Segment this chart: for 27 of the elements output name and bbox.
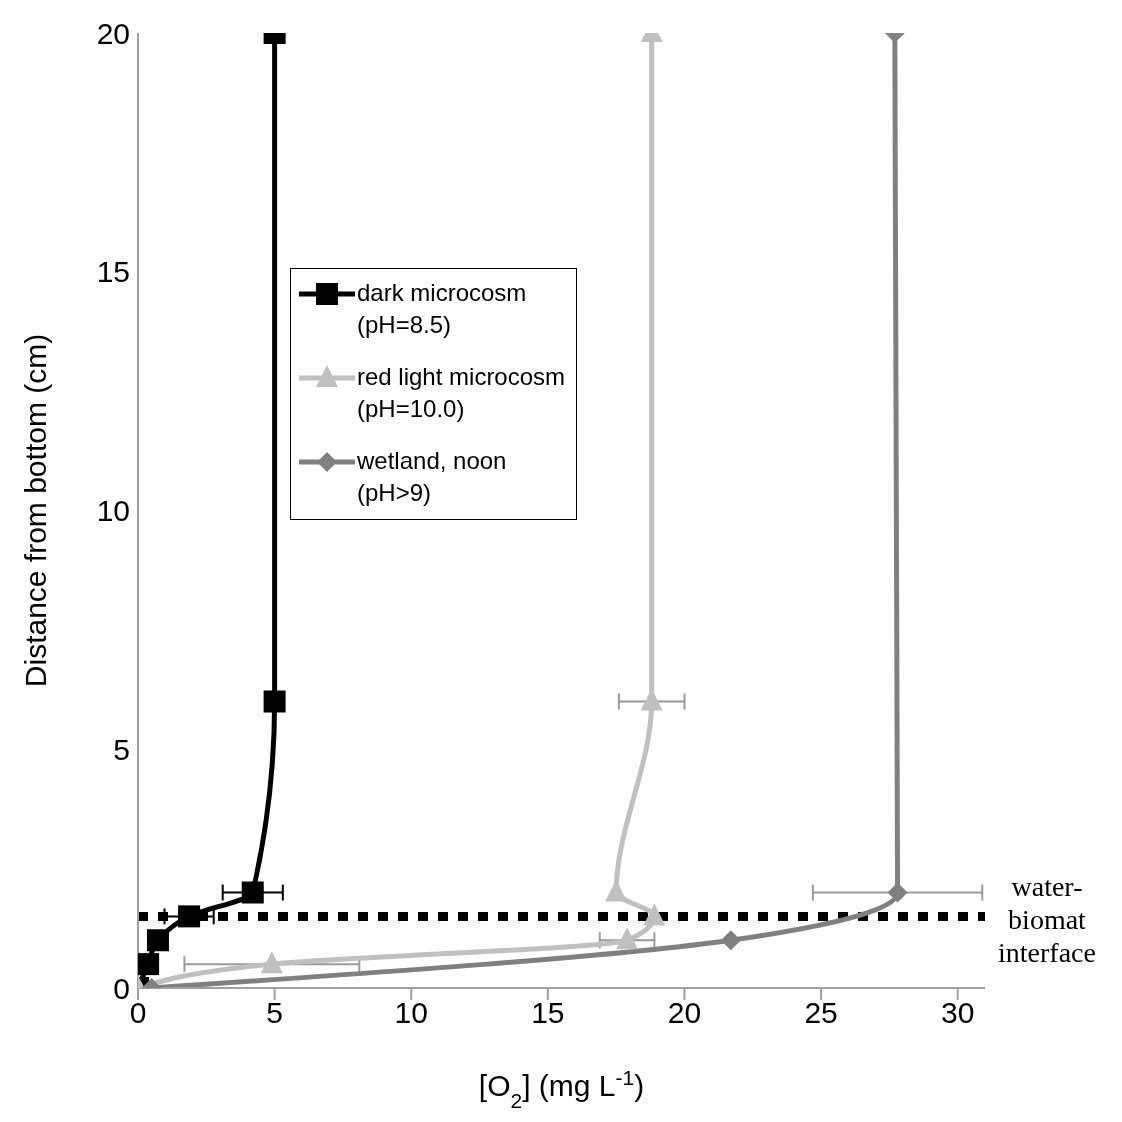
x-axis-title: [O$_{2}$] (mg L$^{-1}$) — [478, 1065, 645, 1112]
point — [643, 903, 666, 926]
x-tick-label: 25 — [804, 996, 838, 1030]
point — [138, 953, 160, 976]
point — [260, 951, 283, 974]
legend-label: dark microcosm (pH=8.5) — [357, 278, 527, 340]
x-tick-label: 20 — [667, 996, 702, 1030]
point — [263, 690, 286, 713]
point — [146, 929, 169, 952]
point — [616, 927, 639, 950]
x-tick-label: 5 — [266, 996, 283, 1030]
y-tick-label: 0 — [113, 971, 130, 1005]
point — [720, 930, 741, 951]
ref-line-label: water-biomat interface — [998, 871, 1096, 969]
y-axis-title: Distance from bottom (cm) — [19, 333, 52, 688]
x-tick-label: 10 — [394, 996, 428, 1030]
y-tick-label: 10 — [96, 494, 130, 528]
legend-label: red light microcosm (pH=10.0) — [357, 362, 566, 424]
point — [178, 905, 201, 928]
x-tick-label: 15 — [531, 996, 565, 1030]
y-tick-label: 15 — [96, 255, 130, 289]
y-tick-label: 20 — [96, 16, 130, 50]
legend-label: wetland, noon (pH>9) — [357, 446, 507, 508]
x-tick-label: 30 — [940, 996, 975, 1030]
point — [887, 882, 908, 903]
point — [241, 881, 264, 904]
y-tick-label: 5 — [113, 732, 130, 766]
